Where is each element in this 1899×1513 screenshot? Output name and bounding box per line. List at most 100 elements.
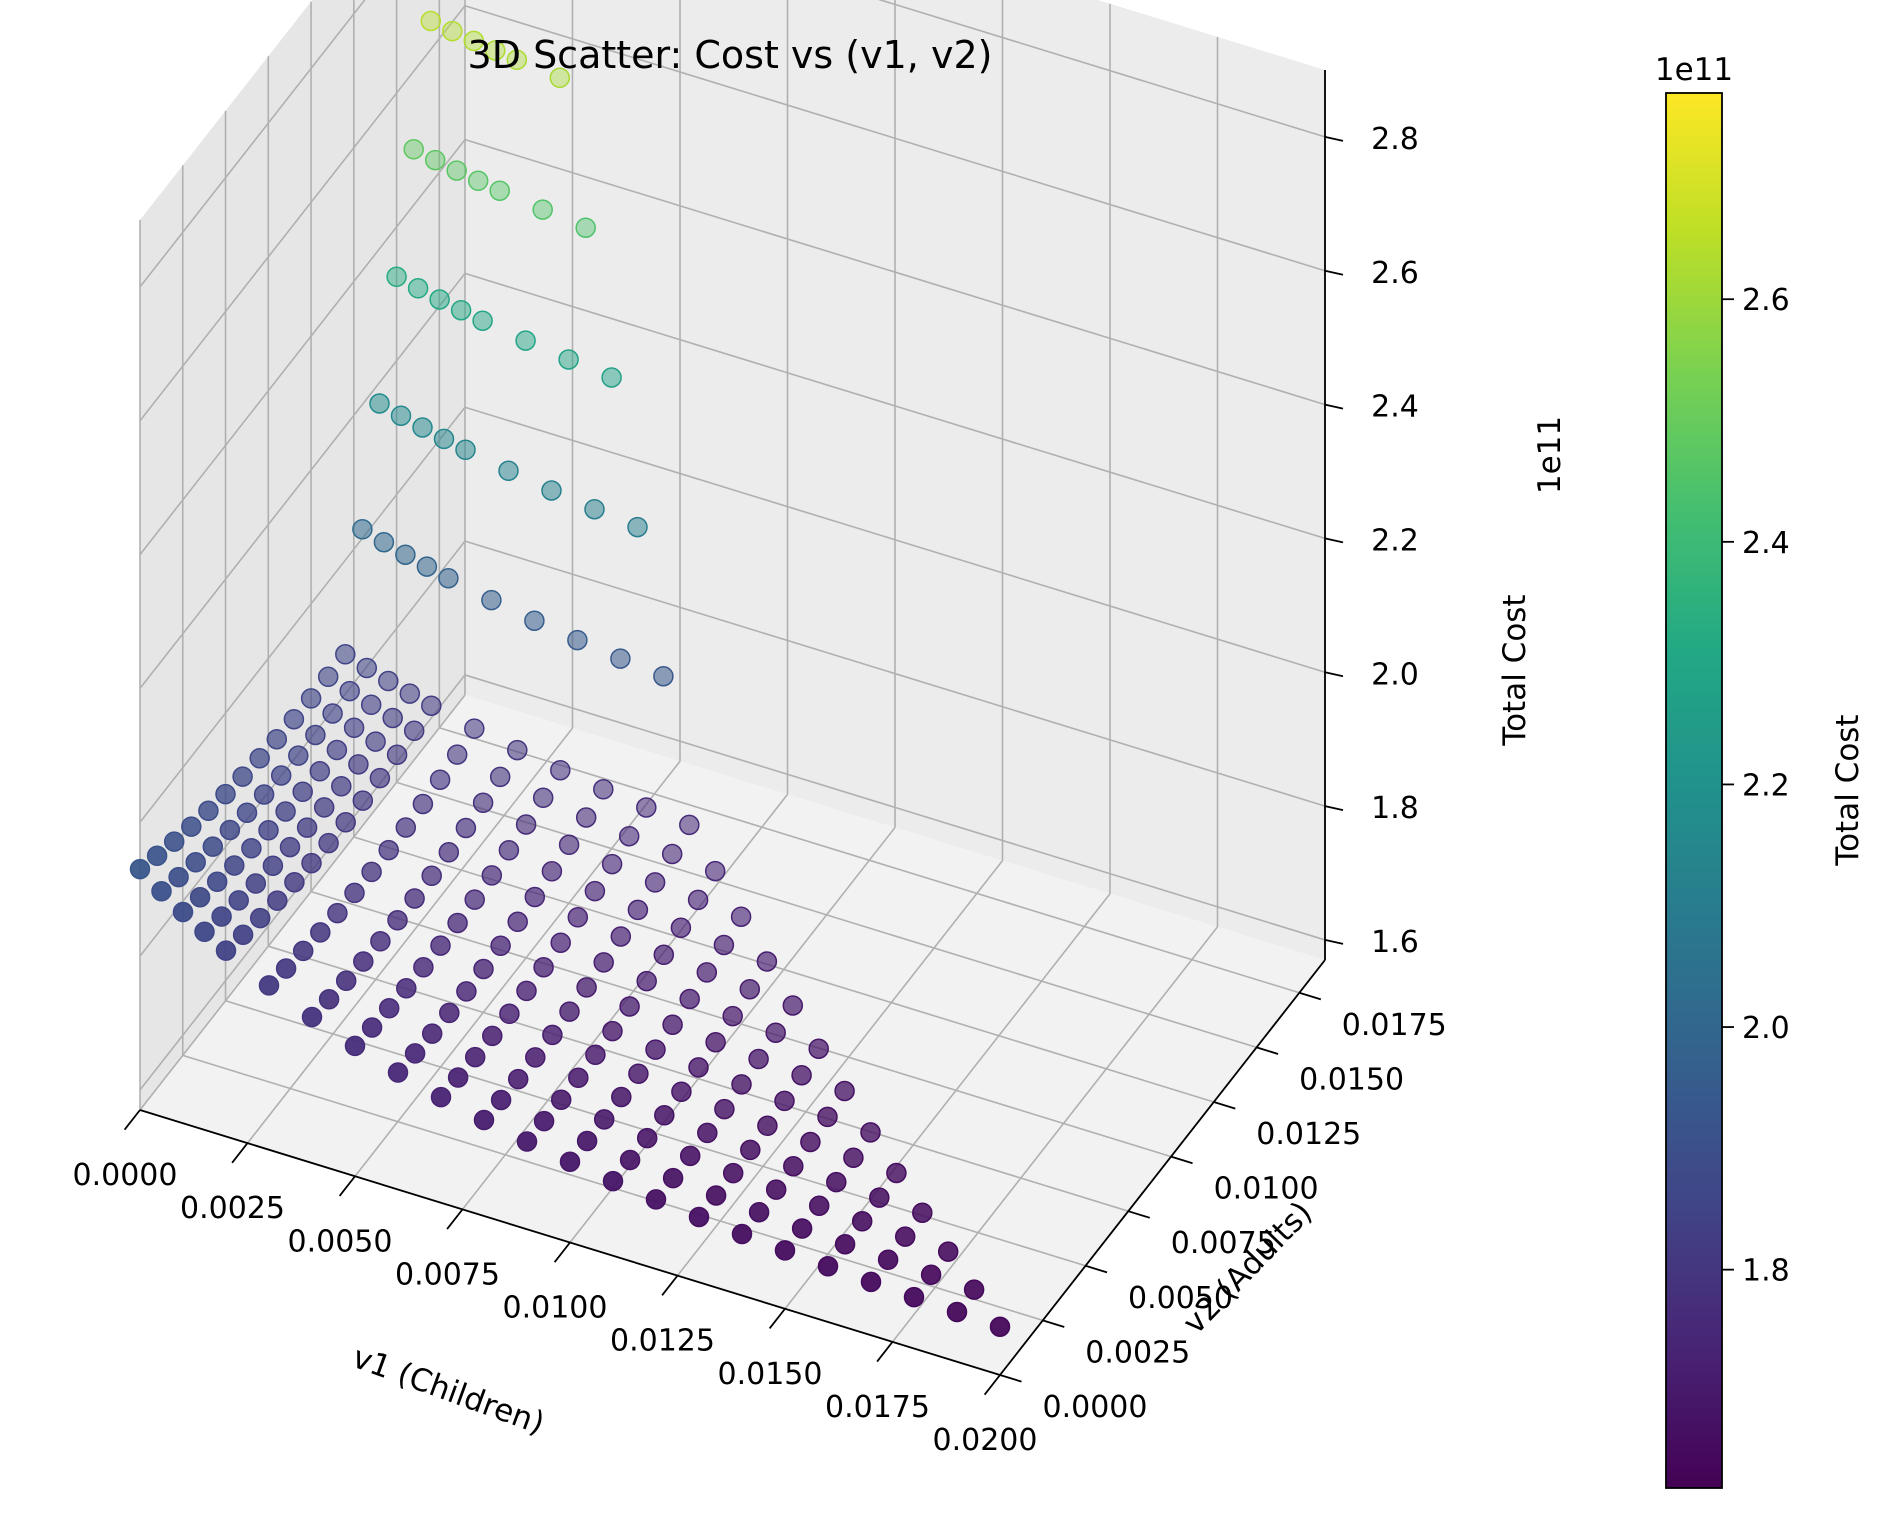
- scatter-point: [800, 1131, 821, 1153]
- scatter-point: [344, 882, 365, 904]
- scatter-point: [352, 519, 373, 540]
- scatter-point: [688, 1057, 709, 1078]
- scatter-point: [446, 160, 467, 181]
- scatter-point: [352, 790, 374, 811]
- scatter-point: [533, 1110, 555, 1132]
- scatter-point: [558, 834, 580, 856]
- scatter-point: [249, 748, 270, 769]
- scatter-point: [266, 728, 288, 750]
- scatter-point: [645, 1189, 667, 1210]
- x-tick: [983, 1374, 1001, 1396]
- scatter-point: [481, 589, 502, 611]
- scatter-point: [584, 498, 605, 520]
- y-tick-label: 0.0000: [1043, 1390, 1148, 1425]
- scatter-point: [387, 1062, 409, 1083]
- scatter-point: [808, 1038, 829, 1059]
- scatter-point: [559, 1151, 581, 1173]
- scatter-point: [877, 1249, 899, 1270]
- scatter-point: [627, 899, 649, 921]
- grid-line-z-left: [139, 406, 466, 823]
- scatter-point: [507, 1068, 529, 1090]
- scatter-point: [447, 1067, 469, 1088]
- x-tick: [768, 1308, 786, 1329]
- scatter-point: [310, 922, 331, 943]
- scatter-point: [361, 861, 382, 883]
- scatter-point: [817, 1256, 839, 1277]
- scatter-point: [963, 1279, 985, 1300]
- scatter-point: [619, 996, 640, 1017]
- grid-line-z-back: [464, 406, 1326, 674]
- scatter-point: [687, 889, 709, 911]
- scatter-point: [645, 1039, 666, 1060]
- scatter-point: [576, 1130, 598, 1152]
- colorbar-tick-label: 2.2: [1742, 768, 1790, 803]
- scatter-point: [937, 1241, 959, 1262]
- scatter-point: [356, 657, 378, 679]
- scatter-point: [499, 1003, 520, 1025]
- z-tick: [1324, 403, 1344, 410]
- scatter-point: [912, 1202, 933, 1223]
- scatter-point: [851, 1211, 873, 1232]
- scatter-point: [894, 1226, 916, 1247]
- z-tick: [1324, 537, 1344, 544]
- grid-line-x-floor: [676, 860, 1004, 1277]
- scatter-point: [731, 1223, 753, 1245]
- scatter-point: [568, 1067, 589, 1089]
- scatter-point: [704, 860, 726, 882]
- colorbar-tick-label: 2.0: [1742, 1011, 1790, 1046]
- scatter-point: [757, 1115, 778, 1137]
- scatter-point: [593, 952, 614, 973]
- scatter-point: [532, 787, 554, 809]
- scatter-point: [756, 951, 778, 972]
- x-tick: [661, 1275, 679, 1296]
- scatter-point: [740, 1139, 761, 1161]
- scatter-point: [671, 1081, 692, 1103]
- y-tick-label: 0.0075: [1171, 1226, 1276, 1261]
- scatter-point: [181, 816, 202, 837]
- scatter-point: [412, 793, 434, 815]
- grid-line-z-back: [464, 540, 1326, 807]
- scatter-point: [373, 531, 395, 553]
- scatter-point: [206, 871, 228, 893]
- scatter-point: [455, 817, 477, 839]
- scatter-point: [774, 1240, 796, 1261]
- scatter-point: [886, 1162, 907, 1184]
- scatter-point: [313, 797, 335, 818]
- scatter-point: [395, 544, 416, 565]
- scatter-point: [473, 1109, 495, 1131]
- scatter-point: [305, 724, 326, 746]
- y-tick: [1042, 1319, 1065, 1328]
- scatter-point: [679, 814, 700, 836]
- grid-line-y-floor: [439, 726, 1300, 994]
- scatter-point: [467, 170, 489, 192]
- grid-line-z-back: [464, 674, 1326, 941]
- scatter-point: [834, 1233, 856, 1255]
- scatter-point: [421, 865, 442, 887]
- scatter-point: [507, 911, 528, 933]
- scatter-point: [817, 1106, 838, 1128]
- scatter-point: [335, 970, 357, 992]
- scatter-point: [722, 1162, 744, 1184]
- scatter-point: [860, 1271, 882, 1293]
- scatter-points: [129, 10, 1011, 1337]
- scatter-point: [611, 1086, 632, 1108]
- grid-line-y-floor: [396, 781, 1257, 1049]
- scatter-point: [456, 981, 477, 1002]
- scatter-point: [834, 1080, 855, 1102]
- scatter-point: [705, 1185, 727, 1206]
- scatter-point: [610, 926, 632, 947]
- scatter-point: [464, 718, 485, 739]
- colorbar-tick-label: 1.8: [1742, 1254, 1790, 1289]
- scatter-point: [679, 1145, 701, 1167]
- scatter-point: [172, 901, 194, 923]
- scatter-point: [628, 1063, 649, 1084]
- scatter-point: [438, 567, 459, 589]
- scatter-point: [395, 817, 417, 838]
- scatter-point: [279, 836, 301, 858]
- scatter-point: [549, 67, 571, 89]
- scatter-point: [860, 1122, 881, 1143]
- z-axis-label: Total Cost: [1497, 594, 1533, 746]
- scatter-point: [662, 1014, 683, 1035]
- scatter-point: [129, 858, 151, 880]
- scatter-point: [713, 934, 735, 956]
